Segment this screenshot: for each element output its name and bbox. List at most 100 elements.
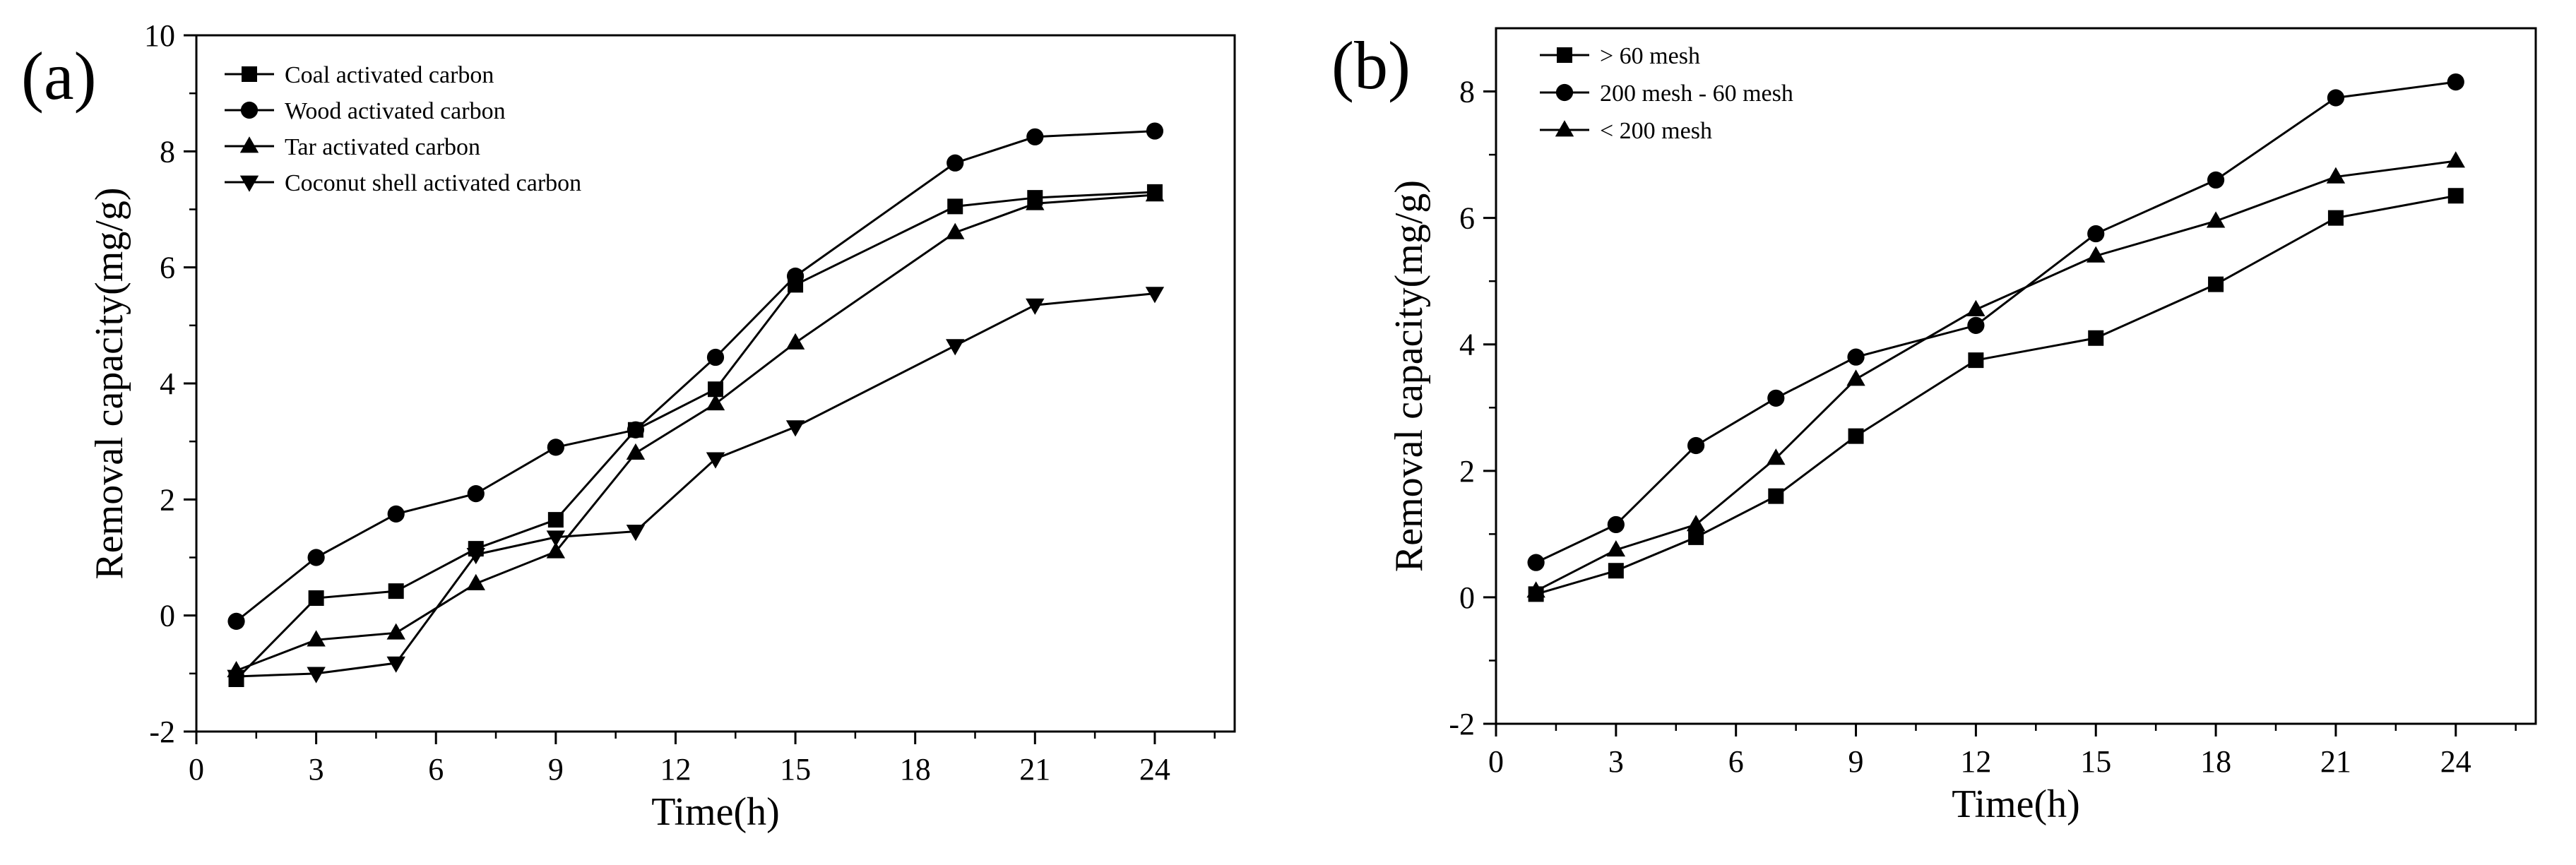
- panel-a-series-1-point: [947, 198, 963, 215]
- panel-b-y-tick-label: -2: [1449, 707, 1475, 741]
- panel-a-series-4-point: [785, 420, 805, 437]
- panel-b-y-tick-label: 8: [1459, 75, 1475, 109]
- panel-a-series-3-point: [946, 222, 965, 239]
- panel-a-series-1-point: [308, 590, 324, 607]
- panel-b-series-2-point: [2327, 89, 2345, 107]
- panel-a-series-4-point: [706, 452, 725, 469]
- panel-b-x-tick-label: 12: [1960, 744, 1991, 779]
- panel-a-y-tick-label: -2: [149, 715, 175, 749]
- panel-a-legend-marker: [242, 66, 257, 82]
- panel-a-series-1-point: [547, 512, 564, 528]
- panel-a-series-4-point: [626, 525, 646, 542]
- panel-b-series-3-point: [1526, 581, 1545, 598]
- panel-a-series-4-point: [546, 530, 566, 547]
- panel-b-series-2-point: [1967, 316, 1985, 334]
- panel-a-series-2: [227, 122, 1164, 630]
- panel-a-series-2-line: [235, 130, 1155, 623]
- panel-a-series-4-point: [1145, 287, 1165, 304]
- panel-a-series-1-point: [388, 583, 404, 599]
- panel-b-series-1-point: [1968, 352, 1984, 369]
- panel-a-x-tick-label: 12: [660, 752, 691, 787]
- panel-a-series-4-point: [466, 548, 485, 565]
- panel-a-series-3-line: [235, 193, 1156, 672]
- panel-b-legend-marker: [1555, 83, 1574, 102]
- panel-b-x-tick-label: 24: [2440, 744, 2471, 779]
- panel-b-series-1-point: [1848, 428, 1864, 444]
- panel-b-x-tick-label: 3: [1608, 744, 1624, 779]
- panel-b-series-3-point: [1767, 448, 1786, 465]
- panel-a-series-2-point: [307, 549, 325, 566]
- panel-b-series-2-point: [1687, 436, 1705, 455]
- panel-a-x-tick-label: 9: [548, 752, 564, 787]
- panel-a-x-tick-label: 0: [189, 752, 204, 787]
- panel-b-series-1-point: [1608, 563, 1624, 579]
- panel-b-y-axis-title: Removal capacity(mg/g): [1387, 180, 1431, 572]
- panel-a-legend-label: Tar activated carbon: [285, 134, 480, 160]
- panel-a-legend-marker: [239, 136, 259, 153]
- panel-a-legend-label: Coconut shell activated carbon: [285, 170, 581, 196]
- panel-b-series-3-point: [1846, 369, 1865, 386]
- panel-b-series-2-line: [1535, 80, 2456, 564]
- panel-b-series-2-point: [2207, 171, 2225, 189]
- panel-b-series-1-point: [1688, 529, 1704, 545]
- panel-a-label: (a): [21, 38, 97, 114]
- panel-b-series-1-line: [1536, 194, 2457, 595]
- panel-a-series-3-point: [1026, 193, 1045, 210]
- panel-b-y-tick-label: 6: [1459, 201, 1475, 236]
- panel-a-y-tick-label: 6: [160, 251, 175, 285]
- panel-b-series-3-point: [2087, 246, 2106, 263]
- panel-a-x-tick-label: 18: [900, 752, 931, 787]
- panel-b-y-tick-label: 0: [1459, 580, 1475, 615]
- panel-b-series-2-point: [1767, 389, 1785, 407]
- panel-a-series-2-point: [786, 267, 805, 285]
- panel-b-x-tick-label: 6: [1728, 744, 1744, 779]
- panel-a-series-3-point: [626, 443, 646, 460]
- panel-a-series-2-point: [227, 612, 245, 630]
- panel-b-series-3-point: [2446, 151, 2465, 168]
- panel-a-y-tick-label: 4: [160, 366, 175, 401]
- panel-a-legend: Coal activated carbon Wood activated carb…: [225, 62, 581, 196]
- panel-b-x-axis-title: Time(h): [1952, 782, 2080, 826]
- panel-a-series-1-line: [235, 191, 1155, 681]
- panel-b-legend: > 60 mesh 200 mesh - 60 mesh < 200 mesh: [1540, 43, 1793, 144]
- panel-a-series-3-point: [307, 630, 326, 647]
- panel-a-series-3-point: [466, 573, 485, 590]
- panel-a-x-tick-label: 3: [309, 752, 324, 787]
- panel-a-legend-marker: [240, 101, 259, 119]
- panel-a-series-3-point: [785, 333, 805, 350]
- panel-b-series-1-point: [2327, 210, 2344, 226]
- panel-a-series-4: [227, 287, 1165, 686]
- panel-b-x-tick-label: 9: [1848, 744, 1864, 779]
- panel-a-x-tick-label: 15: [780, 752, 811, 787]
- panel-a-series-3-point: [706, 394, 725, 411]
- panel-a-series-2-point: [547, 439, 564, 456]
- panel-b-series-3: [1526, 151, 2465, 598]
- panel-a-legend-label: Wood activated carbon: [285, 98, 506, 124]
- panel-a-series-3-point: [546, 542, 566, 559]
- panel-b-series-2-point: [1527, 554, 1545, 571]
- panel-a-series-3-point: [386, 623, 405, 640]
- panel-b-series-3-point: [1966, 299, 1986, 316]
- panel-a-x-tick-label: 6: [428, 752, 444, 787]
- panel-b-series-3-point: [2326, 167, 2346, 184]
- panel-b-series-2-point: [2447, 73, 2464, 91]
- panel-b-series-1-point: [1768, 488, 1784, 504]
- panel-b-series-3-line: [1535, 160, 2456, 592]
- panel-a-legend-label: Coal activated carbon: [285, 62, 494, 88]
- panel-a-x-tick-label: 24: [1139, 752, 1170, 787]
- panel-b-series-2-point: [2087, 225, 2105, 243]
- panel-b-x-tick-label: 0: [1488, 744, 1504, 779]
- panel-a-series-2-point: [627, 421, 645, 439]
- panel-a-x-tick-label: 21: [1019, 752, 1050, 787]
- panel-a-series-4-point: [946, 339, 965, 356]
- panel-b-legend-label: > 60 mesh: [1600, 43, 1700, 69]
- panel-a-series-3: [227, 185, 1165, 678]
- panel-b-series-3-point: [1606, 540, 1626, 557]
- panel-a-series-2-point: [1146, 122, 1164, 140]
- panel-b-x-tick-label: 15: [2080, 744, 2111, 779]
- panel-a-series-4-point: [1026, 298, 1045, 315]
- panel-a-series-4-point: [386, 656, 405, 673]
- panel-b-series-3-point: [1686, 515, 1706, 532]
- panel-b-series-2-point: [1847, 348, 1865, 366]
